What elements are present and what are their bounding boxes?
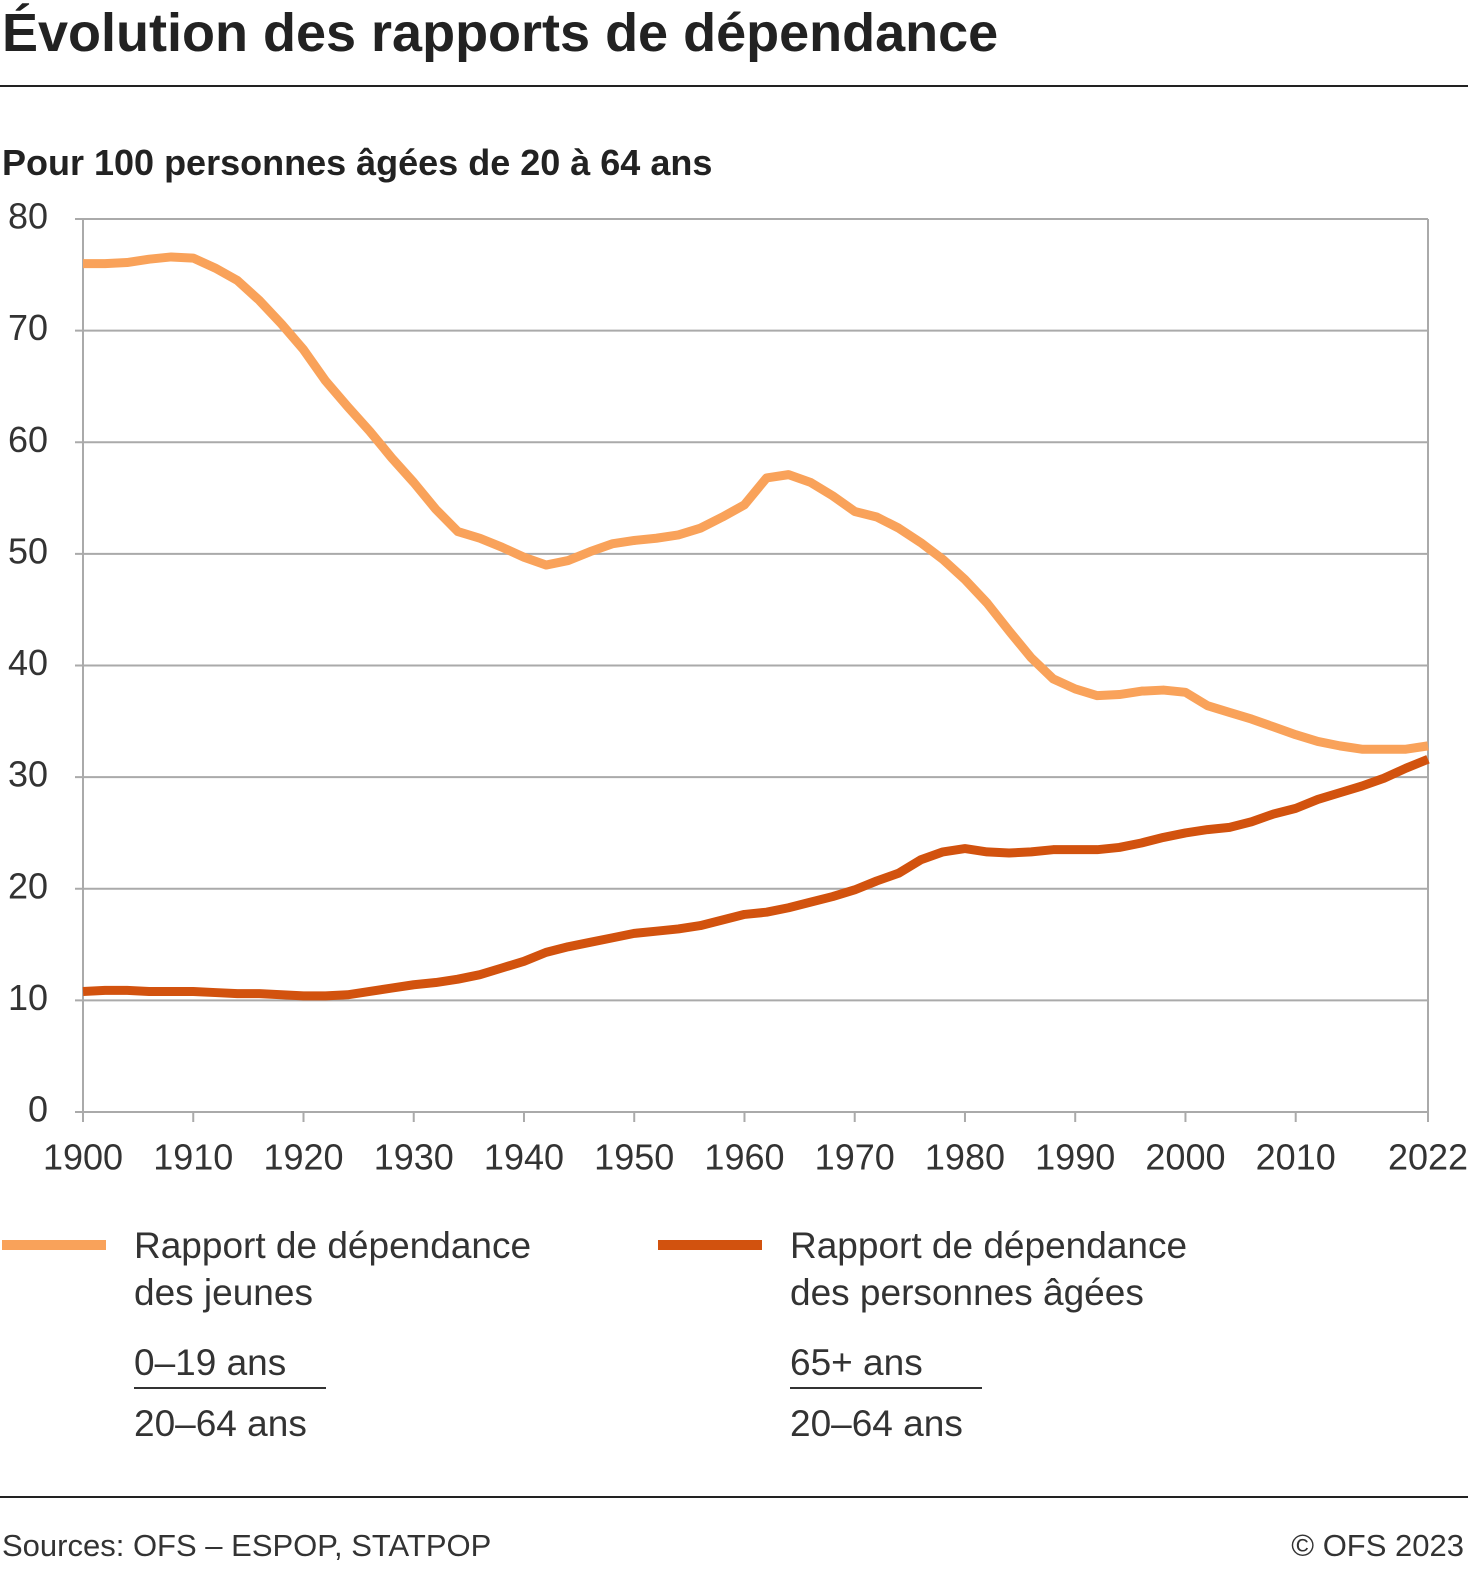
x-tick-label: 1970: [815, 1137, 895, 1178]
copyright: © OFS 2023: [1291, 1528, 1464, 1563]
y-tick-label: 10: [8, 977, 48, 1018]
y-tick-label: 80: [8, 196, 48, 237]
y-tick-label: 30: [8, 754, 48, 795]
x-tick-label: 1960: [704, 1137, 784, 1178]
y-tick-label: 50: [8, 530, 48, 571]
series-line: [83, 252, 1429, 754]
y-tick-label: 40: [8, 642, 48, 683]
y-tick-label: 60: [8, 419, 48, 460]
chart-subtitle: Pour 100 personnes âgées de 20 à 64 ans: [2, 142, 713, 183]
title-rule: [0, 85, 1468, 87]
legend-numerator: 0–19 ans: [134, 1342, 287, 1383]
x-tick-label: 1900: [43, 1137, 123, 1178]
fraction-bar: [790, 1387, 982, 1389]
legend-label: Rapport de dépendance des jeunes: [134, 1225, 532, 1313]
source: Sources: OFS – ESPOP, STATPOP: [2, 1528, 492, 1563]
x-tick-label: 1980: [925, 1137, 1005, 1178]
legend-numerator: 65+ ans: [790, 1342, 923, 1383]
y-tick-label: 70: [8, 307, 48, 348]
legend-denominator: 20–64 ans: [134, 1403, 307, 1444]
chart: 0 10 20 30 40 50 60 70 80 1900 1910 1920 1930 1940 195…: [8, 196, 1468, 1178]
x-tick-label: 2000: [1145, 1137, 1225, 1178]
x-tick-label: 2010: [1256, 1137, 1336, 1178]
x-tick-label: 1990: [1035, 1137, 1115, 1178]
x-tick-label: 1940: [484, 1137, 564, 1178]
x-tick-label: 2022: [1388, 1137, 1468, 1178]
footer-rule: [0, 1496, 1468, 1498]
series-line: [82, 755, 1430, 1001]
legend-swatch: [2, 1240, 106, 1250]
legend-swatch: [658, 1240, 762, 1250]
y-tick-label: 20: [8, 865, 48, 906]
x-tick-label: 1950: [594, 1137, 674, 1178]
x-tick-label: 1920: [263, 1137, 343, 1178]
y-tick-label: 0: [28, 1089, 48, 1130]
x-tick-label: 1910: [153, 1137, 233, 1178]
x-tick-label: 1930: [374, 1137, 454, 1178]
legend-label: Rapport de dépendance des personnes âgée…: [790, 1225, 1188, 1313]
fraction-bar: [134, 1387, 326, 1389]
chart-title: Évolution des rapports de dépendance: [2, 3, 999, 63]
legend-denominator: 20–64 ans: [790, 1403, 963, 1444]
